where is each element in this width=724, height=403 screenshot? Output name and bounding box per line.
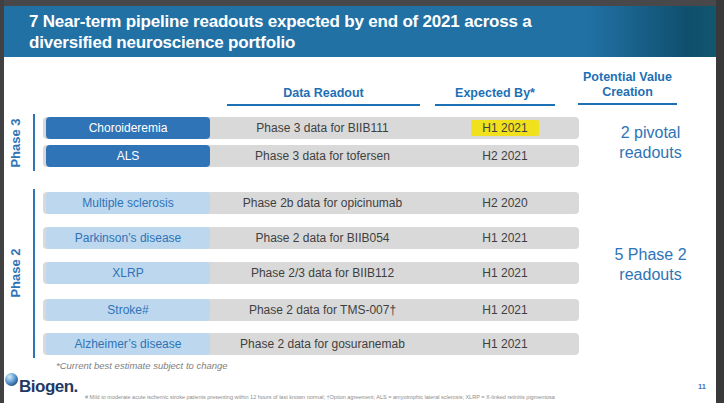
expected-value: H1 2021 — [482, 231, 527, 245]
readout-cell: Phase 2 data for gosuranemab — [210, 333, 435, 355]
expected-value: H1 2021 — [482, 337, 527, 351]
column-header-data-readout: Data Readout — [227, 86, 420, 106]
fine-print-footnote: # Mild to moderate acute ischemic stroke… — [85, 394, 710, 400]
pipeline-row-alzheimers: Alzheimer’s disease Phase 2 data for gos… — [0, 333, 724, 355]
indication-pill: Alzheimer’s disease — [46, 333, 210, 355]
expected-cell: H1 2021 — [435, 227, 575, 249]
title-banner: 7 Near-term pipeline readouts expected b… — [4, 6, 716, 57]
expected-cell: H1 2021 — [435, 117, 575, 139]
window-edge-top — [0, 0, 724, 6]
slide-title: 7 Near-term pipeline readouts expected b… — [29, 11, 532, 53]
readout-cell: Phase 3 data for BIIB111 — [210, 117, 435, 139]
expected-cell: H1 2021 — [435, 299, 575, 321]
estimate-footnote: *Current best estimate subject to change — [56, 360, 228, 371]
expected-value: H2 2021 — [482, 149, 527, 163]
indication-pill: Parkinson’s disease — [46, 227, 210, 249]
expected-cell: H2 2020 — [435, 192, 575, 214]
slide-title-line1: 7 Near-term pipeline readouts expected b… — [29, 11, 532, 32]
highlight-marker: H1 2021 — [471, 120, 538, 136]
pipeline-row-multiple-sclerosis: Multiple sclerosis Phase 2b data for opi… — [0, 192, 724, 214]
expected-cell: H1 2021 — [435, 262, 575, 284]
expected-value: H1 2021 — [482, 303, 527, 317]
column-header-potential-value-creation: Potential Value Creation — [578, 70, 677, 105]
indication-pill: ALS — [46, 145, 210, 167]
column-header-expected-by: Expected By* — [435, 86, 555, 106]
indication-pill: Stroke# — [46, 299, 210, 321]
slide-screenshot: 7 Near-term pipeline readouts expected b… — [0, 0, 724, 403]
slide-title-line2: diversified neuroscience portfolio — [29, 32, 532, 53]
expected-cell: H1 2021 — [435, 333, 575, 355]
phase3-annotation: 2 pivotal readouts — [603, 123, 698, 163]
readout-cell: Phase 2 data for BIIB054 — [210, 227, 435, 249]
indication-pill: Choroideremia — [46, 117, 210, 139]
biogen-sphere-icon — [5, 373, 18, 386]
biogen-wordmark: Biogen. — [19, 377, 78, 397]
expected-cell: H2 2021 — [435, 145, 575, 167]
readout-cell: Phase 2/3 data for BIIB112 — [210, 262, 435, 284]
window-edge-right — [716, 0, 724, 403]
indication-pill: Multiple sclerosis — [46, 192, 210, 214]
pipeline-row-stroke: Stroke# Phase 2 data for TMS-007† H1 202… — [0, 299, 724, 321]
readout-cell: Phase 3 data for tofersen — [210, 145, 435, 167]
page-number: 11 — [688, 382, 706, 391]
window-edge-left — [0, 0, 4, 403]
readout-cell: Phase 2b data for opicinumab — [210, 192, 435, 214]
phase2-annotation: 5 Phase 2 readouts — [603, 245, 698, 285]
expected-value: H1 2021 — [482, 266, 527, 280]
expected-value: H2 2020 — [482, 196, 527, 210]
readout-cell: Phase 2 data for TMS-007† — [210, 299, 435, 321]
biogen-logo: Biogen. — [5, 373, 95, 397]
indication-pill: XLRP — [46, 262, 210, 284]
